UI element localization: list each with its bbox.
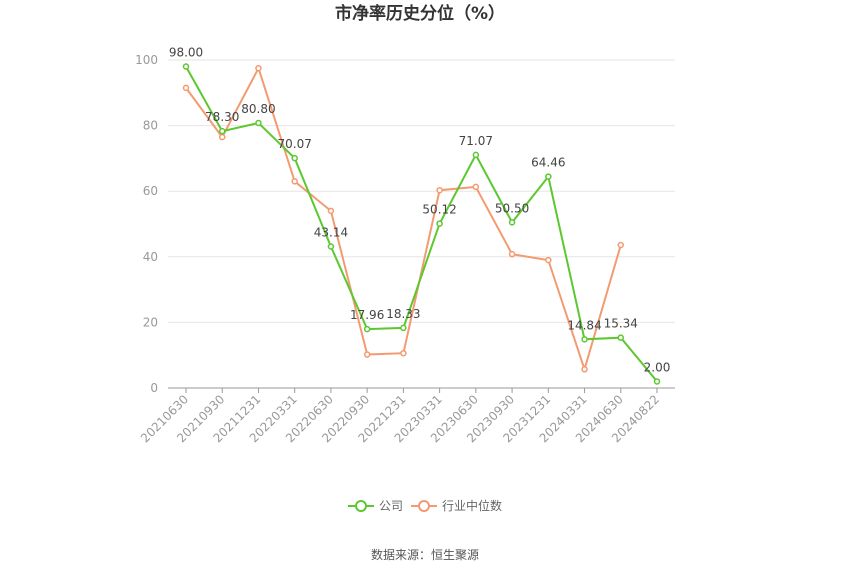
data-point (182, 84, 190, 92)
legend-item-1[interactable]: 行业中位数 (411, 498, 502, 513)
data-point (218, 133, 226, 141)
data-point (400, 324, 407, 332)
data-point (400, 349, 407, 357)
data-label: 17.96 (350, 308, 384, 322)
chart-title: 市净率历史分位（%） (335, 3, 505, 24)
data-label: 43.14 (314, 226, 348, 240)
data-point (436, 220, 443, 227)
data-label: 50.50 (495, 201, 529, 215)
data-label: 14.84 (567, 318, 601, 332)
data-label: 78.30 (205, 110, 239, 124)
y-tick-label: 60 (143, 184, 158, 198)
data-point (508, 219, 516, 226)
data-point (545, 173, 552, 180)
y-tick-label: 0 (150, 381, 158, 395)
data-point (182, 63, 190, 70)
data-label: 50.12 (422, 203, 456, 217)
data-label: 80.80 (241, 102, 275, 116)
data-label: 18.33 (386, 307, 420, 321)
legend-item-0[interactable]: 公司 (348, 499, 403, 513)
data-point (581, 336, 588, 343)
data-point (218, 127, 226, 135)
legend-marker (418, 500, 430, 512)
data-label: 64.46 (531, 156, 565, 170)
data-label: 98.00 (169, 46, 203, 60)
legend-label: 公司 (379, 499, 403, 513)
data-point (291, 154, 298, 162)
source-note: 数据来源：恒生聚源 (371, 547, 479, 562)
data-point (617, 334, 625, 341)
y-tick-label: 80 (143, 119, 158, 133)
data-point (472, 151, 480, 159)
data-point (255, 64, 262, 72)
legend-label: 行业中位数 (442, 498, 502, 513)
series-layer (182, 63, 661, 385)
data-point (363, 325, 371, 333)
legend-marker (355, 500, 367, 512)
y-tick-label: 20 (143, 315, 158, 329)
data-point (291, 178, 298, 185)
data-point (327, 243, 335, 250)
data-label: 70.07 (278, 137, 312, 151)
series-line-0 (185, 66, 658, 383)
data-point (436, 186, 443, 194)
data-point (545, 256, 552, 264)
y-axis: 0 20 40 60 80 100 (135, 53, 158, 395)
data-point (653, 378, 661, 385)
data-point (327, 207, 335, 215)
data-point (617, 241, 625, 249)
data-point (508, 250, 516, 258)
data-point (255, 119, 262, 127)
y-tick-label: 100 (135, 53, 158, 67)
grid (168, 59, 675, 323)
y-tick-label: 40 (143, 250, 158, 264)
data-point (581, 366, 588, 373)
data-label: 15.34 (604, 317, 638, 331)
data-point (472, 183, 480, 191)
data-label: 2.00 (644, 360, 671, 374)
legend[interactable]: 公司 行业中位数 (348, 498, 502, 513)
data-label: 71.07 (459, 134, 493, 148)
data-point (363, 351, 371, 358)
x-axis: 2021063020210930202112312022033120220630… (138, 387, 675, 445)
